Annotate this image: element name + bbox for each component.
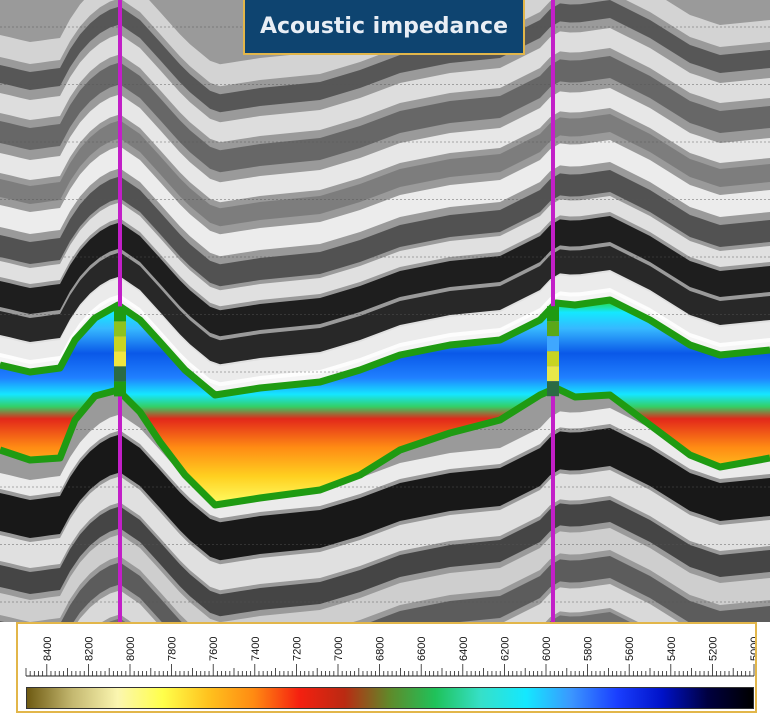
colorbar-tick-label: 8400 <box>42 637 54 661</box>
well-log-segment <box>547 336 559 352</box>
colorbar-tick-label: 6600 <box>416 637 428 661</box>
colorbar-tick-label: 6400 <box>458 637 470 661</box>
reflector-6 <box>0 140 770 257</box>
seismic-section <box>0 0 770 622</box>
colorbar-tick-label: 7200 <box>291 637 303 661</box>
colorbar-tick-label: 6200 <box>499 637 511 661</box>
well-log-segment <box>114 321 126 337</box>
reflector-17 <box>0 528 770 622</box>
reflector-19 <box>77 584 679 622</box>
colorbar-tick-label: 7800 <box>167 637 179 661</box>
reflector-9 <box>0 216 770 337</box>
reflector-8 <box>0 196 770 307</box>
reflector-11 <box>0 270 770 387</box>
base-horizon-line <box>0 384 770 509</box>
reflector-15 <box>0 470 770 591</box>
title-box: Acoustic impedance <box>243 0 525 55</box>
colorbar-tick-label: 5000 <box>749 637 755 661</box>
colorbar-tick-label: 7000 <box>333 637 345 661</box>
reflector-2 <box>0 28 770 143</box>
well-log-segment <box>114 336 126 352</box>
reflector-20 <box>109 612 630 622</box>
colorbar-tick-label: 7400 <box>250 637 262 661</box>
well-log-segment <box>547 381 559 397</box>
well-log-segment <box>114 381 126 397</box>
well-log-segment <box>547 366 559 382</box>
colorbar-tick-label: 6800 <box>375 637 387 661</box>
reflector-4 <box>0 88 770 203</box>
colorbar-tick-label: 5600 <box>624 637 636 661</box>
well-log-segment <box>547 351 559 367</box>
colorbar-tick-label: 8000 <box>125 637 137 661</box>
seismic-reflectors <box>0 0 770 622</box>
colorbar-gradient <box>26 687 754 709</box>
well-log-segment <box>114 351 126 367</box>
well-markers <box>114 0 559 622</box>
colorbar-scale: 8400 8200 8000 7800 7600 7400 7200 7000 6800 6600… <box>25 637 755 677</box>
colorbar-tick-label: 6000 <box>541 637 553 661</box>
reflector-14 <box>0 428 770 561</box>
reflector-12 <box>0 288 770 393</box>
chart-title: Acoustic impedance <box>259 14 509 39</box>
colorbar-tick-label: 5800 <box>583 637 595 661</box>
colorbar-tick-label: 8200 <box>83 637 95 661</box>
reflector-18 <box>0 556 770 622</box>
colorbar-tick-label: 5200 <box>707 637 719 661</box>
reflector-13 <box>0 408 770 519</box>
reflector-5 <box>0 114 770 227</box>
colorbar-tick-label: 7600 <box>208 637 220 661</box>
well-log-segment <box>114 306 126 322</box>
colorbar-panel: 8400 8200 8000 7800 7600 7400 7200 7000 6800 6600… <box>16 622 757 713</box>
top-horizon-line <box>0 296 770 399</box>
well-log-segment <box>114 366 126 382</box>
reflector-16 <box>0 500 770 617</box>
well-log-segment <box>547 321 559 337</box>
well-log-segment <box>547 306 559 322</box>
reflector-3 <box>0 56 770 173</box>
colorbar-tick-label: 5400 <box>666 637 678 661</box>
impedance-band <box>0 300 770 505</box>
